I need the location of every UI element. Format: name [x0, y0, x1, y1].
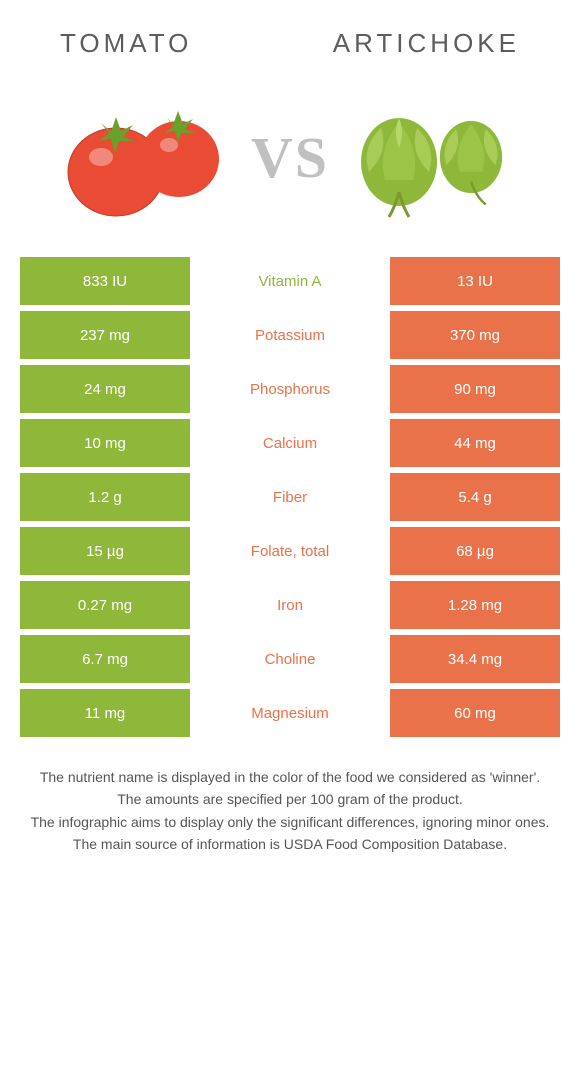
right-value-cell: 34.4 mg — [390, 635, 560, 683]
footer-line: The main source of information is USDA F… — [20, 834, 560, 854]
left-value-cell: 10 mg — [20, 419, 190, 467]
right-food-title: Artichoke — [333, 28, 520, 59]
table-row: 24 mgPhosphorus90 mg — [20, 365, 560, 413]
table-row: 6.7 mgCholine34.4 mg — [20, 635, 560, 683]
left-value-cell: 6.7 mg — [20, 635, 190, 683]
comparison-table: 833 IUVitamin A13 IU 237 mgPotassium370 m… — [20, 257, 560, 737]
footer-line: The infographic aims to display only the… — [20, 812, 560, 832]
vs-label: VS — [251, 124, 329, 191]
right-value-cell: 44 mg — [390, 419, 560, 467]
left-value-cell: 833 IU — [20, 257, 190, 305]
left-value-cell: 15 µg — [20, 527, 190, 575]
nutrient-name: Magnesium — [190, 689, 390, 737]
footer-line: The nutrient name is displayed in the co… — [20, 767, 560, 787]
table-row: 0.27 mgIron1.28 mg — [20, 581, 560, 629]
left-value-cell: 1.2 g — [20, 473, 190, 521]
tomato-icon — [61, 87, 231, 227]
header-row: Tomato Artichoke — [0, 0, 580, 69]
table-row: 10 mgCalcium44 mg — [20, 419, 560, 467]
nutrient-name: Iron — [190, 581, 390, 629]
right-value-cell: 370 mg — [390, 311, 560, 359]
table-row: 833 IUVitamin A13 IU — [20, 257, 560, 305]
hero-row: VS — [0, 69, 580, 257]
table-row: 237 mgPotassium370 mg — [20, 311, 560, 359]
nutrient-name: Phosphorus — [190, 365, 390, 413]
nutrient-name: Potassium — [190, 311, 390, 359]
nutrient-name: Calcium — [190, 419, 390, 467]
left-value-cell: 237 mg — [20, 311, 190, 359]
left-food-title: Tomato — [60, 28, 192, 59]
nutrient-name: Choline — [190, 635, 390, 683]
right-value-cell: 13 IU — [390, 257, 560, 305]
nutrient-name: Folate, total — [190, 527, 390, 575]
right-value-cell: 68 µg — [390, 527, 560, 575]
left-value-cell: 0.27 mg — [20, 581, 190, 629]
footer-line: The amounts are specified per 100 gram o… — [20, 789, 560, 809]
right-value-cell: 5.4 g — [390, 473, 560, 521]
left-value-cell: 11 mg — [20, 689, 190, 737]
nutrient-name: Fiber — [190, 473, 390, 521]
table-row: 1.2 gFiber5.4 g — [20, 473, 560, 521]
table-row: 15 µgFolate, total68 µg — [20, 527, 560, 575]
footer-notes: The nutrient name is displayed in the co… — [20, 767, 560, 854]
left-value-cell: 24 mg — [20, 365, 190, 413]
table-row: 11 mgMagnesium60 mg — [20, 689, 560, 737]
nutrient-name: Vitamin A — [190, 257, 390, 305]
right-value-cell: 60 mg — [390, 689, 560, 737]
artichoke-icon — [349, 87, 519, 227]
right-value-cell: 1.28 mg — [390, 581, 560, 629]
right-value-cell: 90 mg — [390, 365, 560, 413]
